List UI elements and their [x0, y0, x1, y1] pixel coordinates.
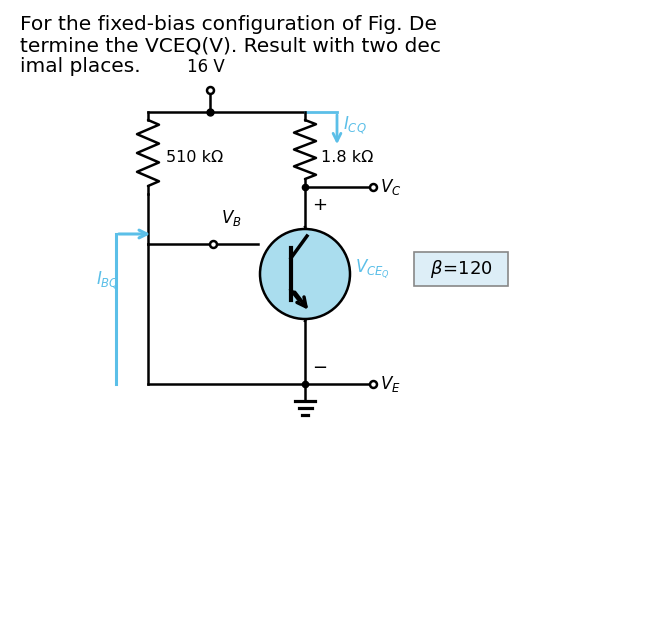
- Text: $I_{CQ}$: $I_{CQ}$: [343, 114, 367, 137]
- Text: $I_{BQ}$: $I_{BQ}$: [96, 269, 120, 291]
- Circle shape: [260, 229, 350, 319]
- Text: 510 kΩ: 510 kΩ: [166, 150, 223, 166]
- Text: termine the VCEQ(V). Result with two dec: termine the VCEQ(V). Result with two dec: [20, 36, 441, 55]
- Text: $+$: $+$: [312, 196, 327, 214]
- Text: $V_{CE_Q}$: $V_{CE_Q}$: [355, 257, 390, 281]
- Text: $V_B$: $V_B$: [221, 208, 242, 228]
- Text: $V_E$: $V_E$: [380, 374, 401, 394]
- Text: $\beta\!=\!120$: $\beta\!=\!120$: [430, 258, 493, 280]
- Text: imal places.: imal places.: [20, 57, 140, 76]
- Text: 1.8 kΩ: 1.8 kΩ: [321, 150, 373, 165]
- Text: $-$: $-$: [312, 357, 327, 375]
- Text: 16 V: 16 V: [187, 58, 225, 76]
- Text: $V_C$: $V_C$: [380, 177, 401, 197]
- Text: For the fixed-bias configuration of Fig. De: For the fixed-bias configuration of Fig.…: [20, 15, 437, 34]
- FancyBboxPatch shape: [414, 252, 508, 286]
